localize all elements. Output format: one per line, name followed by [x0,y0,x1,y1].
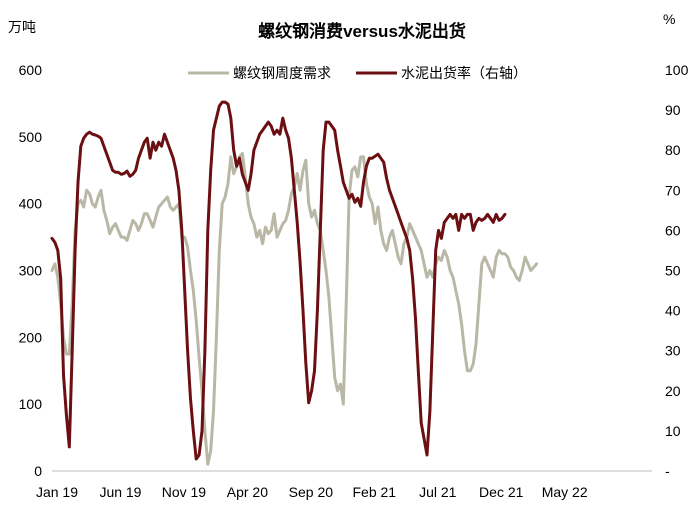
left-axis-unit: 万吨 [8,19,36,35]
x-axis: Jan 19 Jun 19 Nov 19 Apr 20 Sep 20 Feb 21 Jul … [36,484,588,500]
y-right-tick-label: - [665,463,670,479]
y-right-tick-label: 30 [665,343,681,359]
y-right-tick-label: 80 [665,142,681,158]
chart-title: 螺纹钢消费versus水泥出货 [258,21,466,41]
y-right-tick-label: 40 [665,303,681,319]
right-axis-unit: % [663,11,675,27]
y-right-tick-label: 90 [665,102,681,118]
y-left-tick-label: 0 [34,463,42,479]
x-tick-label: Jan 19 [36,484,78,500]
y-axis-left: 0 100 200 300 400 500 600 [19,62,43,479]
y-axis-right: - 10 20 30 40 50 60 70 80 90 100 [665,62,689,479]
y-right-tick-label: 10 [665,423,681,439]
y-right-tick-label: 60 [665,222,681,238]
x-tick-label: Dec 21 [479,484,524,500]
x-tick-label: May 22 [542,484,588,500]
y-left-tick-label: 600 [19,62,43,78]
x-tick-label: Jun 19 [99,484,141,500]
series-group [50,100,539,466]
legend-label-cement: 水泥出货率（右轴） [401,65,527,81]
x-tick-label: Jul 21 [419,484,457,500]
y-right-tick-label: 50 [665,263,681,279]
y-left-tick-label: 200 [19,329,43,345]
y-right-tick-label: 20 [665,383,681,399]
x-tick-label: Apr 20 [227,484,268,500]
x-tick-label: Feb 21 [353,484,397,500]
series-line-cement-shipment [50,100,507,461]
legend-label-rebar: 螺纹钢周度需求 [233,65,331,81]
y-right-tick-label: 70 [665,182,681,198]
y-left-tick-label: 400 [19,196,43,212]
legend: 螺纹钢周度需求 水泥出货率（右轴） [188,65,527,81]
y-left-tick-label: 300 [19,263,43,279]
y-left-tick-label: 500 [19,129,43,145]
y-right-tick-label: 100 [665,62,689,78]
x-tick-label: Sep 20 [289,484,334,500]
x-tick-label: Nov 19 [162,484,207,500]
y-left-tick-label: 100 [19,396,43,412]
